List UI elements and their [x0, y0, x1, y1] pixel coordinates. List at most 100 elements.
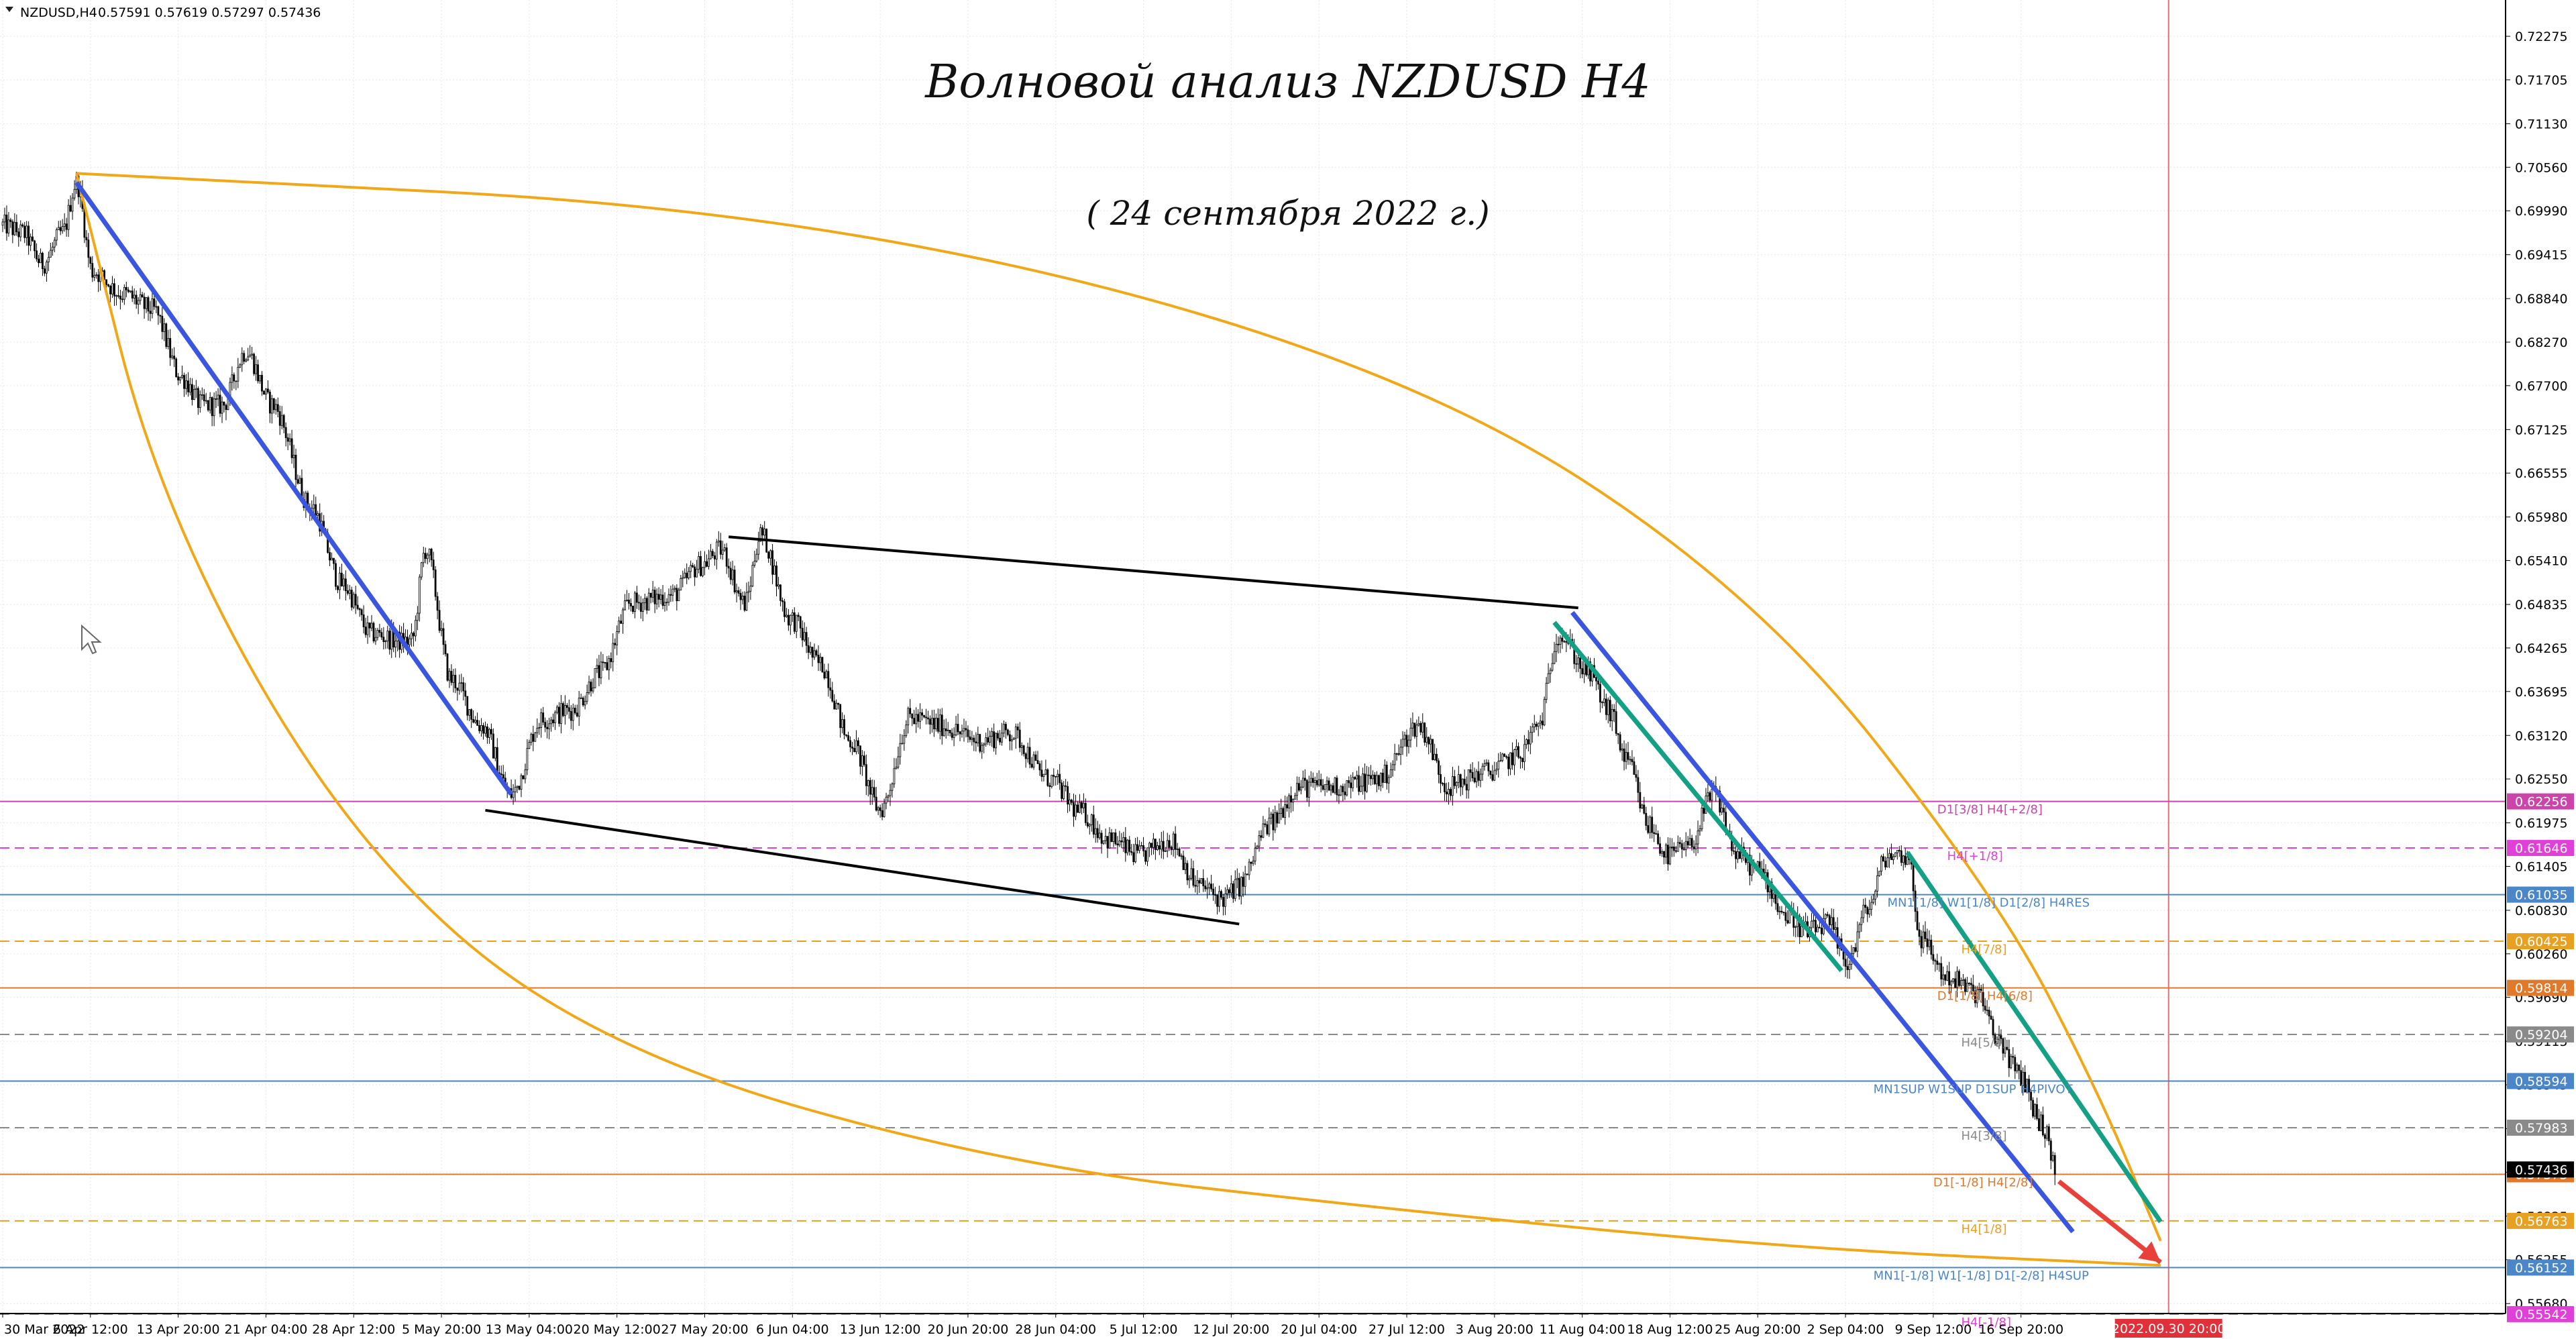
candle-body [803, 632, 806, 641]
level-label: H4[-1/8] [1961, 1316, 2011, 1330]
candle-body [270, 398, 273, 414]
candle-body [1819, 926, 1821, 928]
candle-body [959, 731, 961, 735]
candle-body [42, 252, 44, 270]
candle-body [1144, 850, 1146, 862]
candle-body [690, 565, 692, 572]
candle-body [149, 311, 152, 314]
candle-body [1936, 961, 1939, 965]
candle-body [669, 594, 672, 596]
candles [1, 171, 2056, 1185]
candle-body [1057, 773, 1059, 778]
candle-body [478, 725, 480, 731]
candle-body [2051, 1155, 2054, 1161]
candle-body [849, 740, 851, 747]
y-tick-label: 0.65410 [2515, 554, 2568, 569]
candle-body [127, 289, 129, 292]
candle-body [502, 774, 504, 779]
y-tick-label: 0.63695 [2515, 685, 2568, 700]
candle-body [2030, 1091, 2032, 1101]
candle-body [637, 602, 640, 604]
candle-body [1156, 845, 1159, 850]
candle-body [911, 713, 914, 719]
candle-body [943, 728, 945, 737]
candle-body [47, 257, 50, 263]
candle-body [1022, 745, 1025, 755]
candle-body [1461, 778, 1464, 788]
candle-body [217, 394, 219, 400]
y-tick-label: 0.60260 [2515, 947, 2568, 962]
symbol-label: NZDUSD,H4 [20, 5, 97, 20]
candle-body [647, 592, 650, 610]
candle-body [1786, 920, 1789, 924]
candle-body [117, 295, 119, 297]
candle-body [1322, 785, 1324, 790]
candle-body [1535, 723, 1538, 727]
x-tick-label: 18 Aug 12:00 [1627, 1322, 1713, 1337]
candle-body [85, 237, 88, 241]
candle-body [518, 786, 521, 790]
candle-body [807, 645, 810, 653]
candle-body [885, 796, 888, 804]
candle-body [1126, 839, 1129, 853]
dropdown-icon[interactable] [5, 7, 13, 12]
candle-body [1162, 841, 1165, 852]
candle-body [23, 225, 26, 238]
candle-body [578, 698, 580, 716]
candle-body [1607, 700, 1609, 715]
candle-body [1438, 760, 1440, 775]
candle-body [905, 725, 908, 737]
candle-body [1224, 894, 1226, 907]
candle-body [1645, 812, 1648, 826]
candle-body [1377, 775, 1380, 786]
candle-body [797, 614, 800, 617]
candle-body [1374, 774, 1376, 784]
candle-body [3, 214, 6, 223]
candle-body [859, 745, 861, 767]
candle-body [1938, 963, 1941, 965]
candle-body [450, 671, 453, 683]
candle-body [257, 364, 259, 382]
candle-body [73, 189, 76, 199]
candle-body [422, 553, 425, 564]
candle-body [145, 297, 148, 309]
candle-body [1190, 868, 1193, 879]
candle-body [1092, 814, 1095, 835]
candle-body [1493, 770, 1496, 781]
candle-body [711, 551, 714, 556]
candle-body [622, 609, 625, 624]
candle-body [462, 682, 465, 692]
candle-body [753, 560, 756, 566]
y-tick-label: 0.68840 [2515, 292, 2568, 307]
candle-body [784, 601, 786, 617]
candle-body [346, 590, 349, 594]
candle-body [869, 780, 871, 795]
candle-body [801, 627, 804, 641]
candle-body [1411, 722, 1414, 729]
candle-body [119, 295, 121, 300]
candle-body [197, 388, 199, 409]
y-tick-label: 0.67125 [2515, 423, 2568, 437]
candle-body [420, 562, 423, 578]
candle-body [251, 354, 254, 356]
candle-body [1872, 898, 1875, 903]
candle-body [745, 592, 748, 611]
candle-body [1154, 839, 1157, 850]
candle-body [909, 708, 912, 714]
candle-body [69, 205, 72, 212]
candle-body [1497, 761, 1500, 770]
candle-body [89, 257, 92, 264]
candle-body [596, 665, 598, 669]
candle-body [65, 223, 68, 230]
candle-body [2049, 1140, 2052, 1161]
candle-body [1701, 807, 1703, 829]
candle-body [424, 553, 427, 559]
y-tick-label: 0.60830 [2515, 904, 2568, 918]
candle-body [651, 590, 654, 598]
candle-body [67, 205, 70, 230]
candle-body [1256, 845, 1258, 849]
candle-body [1242, 877, 1244, 887]
price-badge [2507, 933, 2574, 950]
candle-body [698, 556, 700, 570]
candle-body [434, 569, 437, 597]
